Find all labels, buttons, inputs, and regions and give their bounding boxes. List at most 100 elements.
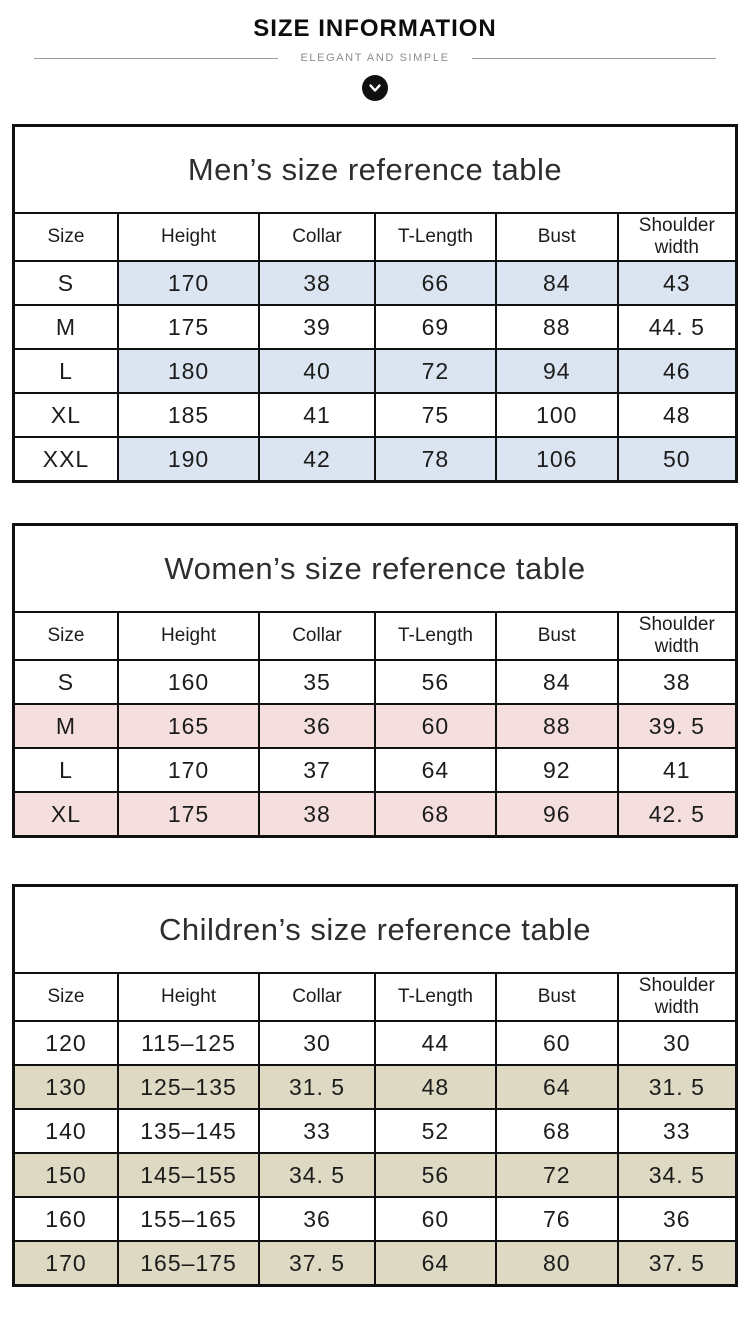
column-header: Bust (494, 214, 619, 262)
column-header: Bust (494, 613, 619, 661)
value-cell: 37. 5 (258, 1240, 376, 1284)
value-cell: 100 (494, 392, 619, 438)
table-row: 130 125–135 31. 5 48 64 31. 5 (15, 1064, 735, 1110)
table-row: XL 175 38 68 96 42. 5 (15, 791, 735, 835)
column-header: Shoulder width (616, 214, 735, 262)
value-cell: 175 (116, 304, 261, 350)
table-row: 140 135–145 33 52 68 33 (15, 1108, 735, 1154)
value-cell: 170 (116, 747, 261, 793)
value-cell: 165–175 (116, 1240, 261, 1284)
size-cell: L (15, 747, 119, 793)
value-cell: 96 (494, 791, 619, 835)
value-cell: 60 (373, 1196, 497, 1242)
value-cell: 190 (116, 436, 261, 480)
subtitle-row: ELEGANT AND SIMPLE (0, 52, 750, 64)
value-cell: 185 (116, 392, 261, 438)
size-cell: S (15, 659, 119, 705)
mens-size-grid: Size Height Collar T-Length Bust Shoulder wid… (15, 214, 735, 480)
size-cell: S (15, 260, 119, 306)
column-header: T-Length (373, 974, 497, 1022)
value-cell: 38 (258, 791, 376, 835)
value-cell: 80 (494, 1240, 619, 1284)
value-cell: 125–135 (116, 1064, 261, 1110)
column-header-row: Size Height Collar T-Length Bust Shoulder wid… (15, 214, 735, 262)
value-cell: 31. 5 (616, 1064, 735, 1110)
table-row: XXL 190 42 78 106 50 (15, 436, 735, 480)
column-header: Size (15, 613, 119, 661)
value-cell: 94 (494, 348, 619, 394)
value-cell: 34. 5 (258, 1152, 376, 1198)
table-row: 120 115–125 30 44 60 30 (15, 1020, 735, 1066)
table-row: S 170 38 66 84 43 (15, 260, 735, 306)
value-cell: 75 (373, 392, 497, 438)
column-header: Bust (494, 974, 619, 1022)
value-cell: 84 (494, 260, 619, 306)
column-header: Size (15, 214, 119, 262)
column-header: Shoulder width (616, 974, 735, 1022)
value-cell: 76 (494, 1196, 619, 1242)
value-cell: 37. 5 (616, 1240, 735, 1284)
size-cell: 140 (15, 1108, 119, 1154)
value-cell: 84 (494, 659, 619, 705)
column-header: Collar (258, 613, 376, 661)
column-header: Height (116, 974, 261, 1022)
value-cell: 145–155 (116, 1152, 261, 1198)
divider-line-right (471, 57, 716, 59)
column-header: Height (116, 214, 261, 262)
table-row: 160 155–165 36 60 76 36 (15, 1196, 735, 1242)
table-row: S 160 35 56 84 38 (15, 659, 735, 705)
column-header: Collar (258, 214, 376, 262)
value-cell: 39 (258, 304, 376, 350)
value-cell: 42. 5 (616, 791, 735, 835)
value-cell: 165 (116, 703, 261, 749)
value-cell: 40 (258, 348, 376, 394)
column-header: T-Length (373, 214, 497, 262)
value-cell: 33 (616, 1108, 735, 1154)
value-cell: 46 (616, 348, 735, 394)
value-cell: 34. 5 (616, 1152, 735, 1198)
value-cell: 66 (373, 260, 497, 306)
value-cell: 135–145 (116, 1108, 261, 1154)
value-cell: 92 (494, 747, 619, 793)
size-cell: 160 (15, 1196, 119, 1242)
table-title: Children’s size reference table (15, 887, 735, 974)
column-header: T-Length (373, 613, 497, 661)
childrens-size-grid: Size Height Collar T-Length Bust Shoulder wid… (15, 974, 735, 1284)
column-header: Collar (258, 974, 376, 1022)
column-header: Size (15, 974, 119, 1022)
value-cell: 30 (258, 1020, 376, 1066)
table-row: L 170 37 64 92 41 (15, 747, 735, 793)
value-cell: 64 (494, 1064, 619, 1110)
value-cell: 64 (373, 747, 497, 793)
value-cell: 44. 5 (616, 304, 735, 350)
value-cell: 68 (373, 791, 497, 835)
value-cell: 64 (373, 1240, 497, 1284)
value-cell: 41 (258, 392, 376, 438)
value-cell: 30 (616, 1020, 735, 1066)
mens-size-table: Men’s size reference table Size Height Col… (12, 124, 738, 483)
value-cell: 78 (373, 436, 497, 480)
womens-size-grid: Size Height Collar T-Length Bust Shoulder wid… (15, 613, 735, 835)
value-cell: 35 (258, 659, 376, 705)
size-cell: L (15, 348, 119, 394)
value-cell: 115–125 (116, 1020, 261, 1066)
table-title: Women’s size reference table (15, 526, 735, 613)
table-row: 150 145–155 34. 5 56 72 34. 5 (15, 1152, 735, 1198)
size-cell: 150 (15, 1152, 119, 1198)
value-cell: 36 (616, 1196, 735, 1242)
value-cell: 72 (494, 1152, 619, 1198)
value-cell: 41 (616, 747, 735, 793)
value-cell: 39. 5 (616, 703, 735, 749)
value-cell: 175 (116, 791, 261, 835)
value-cell: 38 (258, 260, 376, 306)
table-row: XL 185 41 75 100 48 (15, 392, 735, 438)
table-title: Men’s size reference table (15, 127, 735, 214)
divider-line-left (34, 57, 279, 59)
table-row: M 175 39 69 88 44. 5 (15, 304, 735, 350)
value-cell: 88 (494, 703, 619, 749)
value-cell: 69 (373, 304, 497, 350)
size-cell: XXL (15, 436, 119, 480)
value-cell: 36 (258, 1196, 376, 1242)
size-cell: M (15, 304, 119, 350)
value-cell: 56 (373, 1152, 497, 1198)
